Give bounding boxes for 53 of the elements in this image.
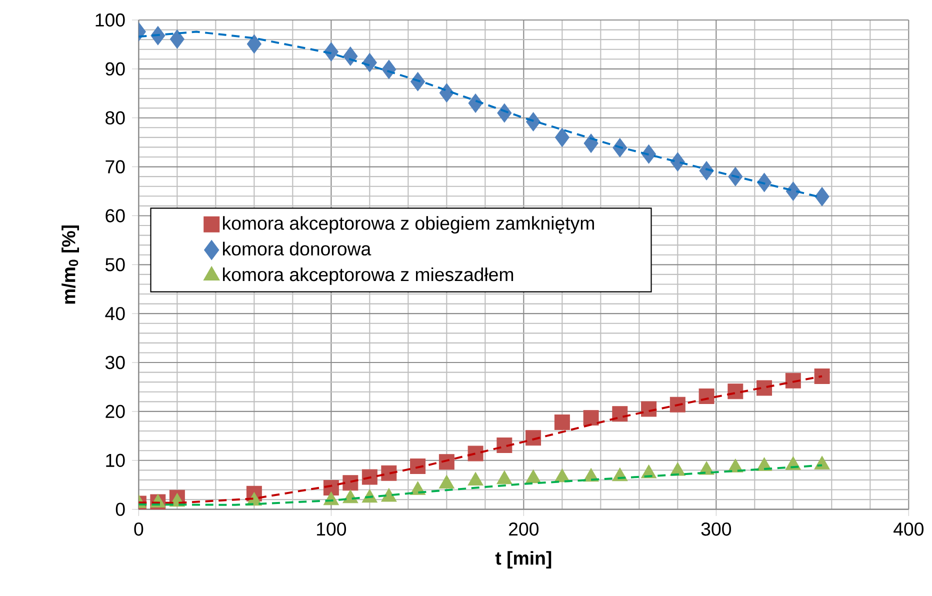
x-tick-label: 300 [701, 522, 732, 536]
point [526, 470, 542, 484]
point [468, 472, 484, 486]
legend-label: komora donorowa [223, 242, 372, 256]
point [362, 469, 378, 485]
point [641, 401, 657, 417]
point [438, 474, 454, 488]
point [526, 430, 542, 446]
y-tick-label: 10 [106, 454, 125, 467]
x-tick-label: 0 [134, 522, 144, 536]
y-tick-label: 100 [96, 13, 125, 27]
y-tick-label: 50 [106, 258, 125, 272]
x-tick-label: 100 [317, 522, 346, 536]
point [496, 437, 512, 453]
point [584, 134, 598, 153]
y-axis-title: m/m$_{0}$ [%] [62, 225, 79, 304]
y-tick-label: 70 [106, 160, 125, 174]
point [410, 458, 426, 474]
point [814, 368, 830, 384]
point [756, 380, 772, 396]
y-tick-label: 60 [106, 209, 125, 222]
point [381, 465, 397, 481]
point [698, 388, 714, 404]
point [728, 384, 744, 400]
point [342, 475, 358, 491]
point [382, 60, 396, 80]
y-tick-label: 30 [105, 356, 125, 370]
y-tick-label: 90 [106, 62, 125, 76]
point [612, 406, 628, 422]
point [785, 372, 801, 388]
y-tick-label: 40 [105, 306, 125, 320]
point [554, 128, 570, 148]
x-tick-label: 200 [509, 522, 539, 536]
legend-label: komora akceptorowa z obiegiem zamkniętym [223, 216, 594, 234]
point [814, 456, 830, 470]
y-tick-label: 0 [116, 502, 125, 516]
point [343, 46, 358, 66]
point [583, 410, 599, 426]
point [439, 83, 454, 103]
y-tick-label: 20 [106, 404, 125, 418]
point [246, 34, 262, 54]
point [468, 446, 484, 462]
point [362, 52, 377, 72]
legend-label: komora akceptorowa z mieszadłem [223, 267, 514, 285]
y-tick-label: 80 [106, 111, 125, 124]
point [670, 396, 686, 412]
point [438, 454, 454, 470]
point [814, 187, 830, 206]
point [554, 414, 570, 430]
x-axis-title: t [min] [495, 551, 552, 568]
point [170, 29, 184, 49]
x-tick-label: 400 [894, 522, 924, 536]
point [496, 470, 512, 484]
